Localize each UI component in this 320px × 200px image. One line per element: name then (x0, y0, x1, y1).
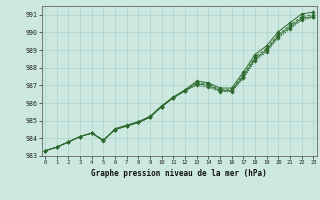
X-axis label: Graphe pression niveau de la mer (hPa): Graphe pression niveau de la mer (hPa) (91, 169, 267, 178)
